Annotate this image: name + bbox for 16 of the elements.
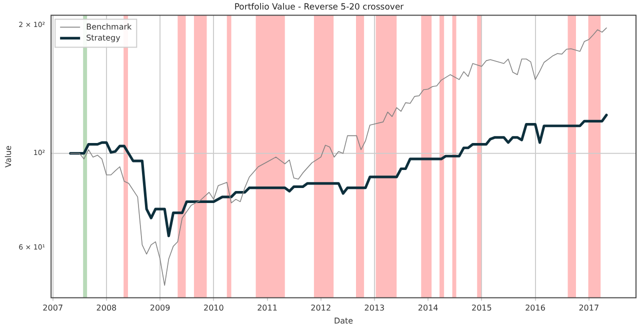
chart-title: Portfolio Value - Reverse 5-20 crossover (234, 2, 404, 12)
x-tick-label: 2010 (203, 304, 224, 313)
x-tick-label: 2012 (310, 304, 332, 313)
x-tick-label: 2013 (364, 304, 385, 313)
x-tick-label: 2011 (257, 304, 278, 313)
x-tick-label: 2007 (42, 304, 64, 313)
x-tick-label: 2008 (96, 304, 117, 313)
x-axis-title: Date (334, 316, 354, 326)
legend-label: Benchmark (86, 22, 132, 32)
legend-label: Strategy (86, 33, 121, 42)
y-axis-title: Value (4, 145, 13, 168)
x-tick-label: 2015 (471, 304, 492, 313)
x-tick-label: 2016 (525, 304, 546, 313)
x-tick-label: 2014 (418, 304, 438, 313)
x-tick-label: 2017 (578, 304, 600, 313)
x-tick-label: 2009 (150, 304, 170, 313)
